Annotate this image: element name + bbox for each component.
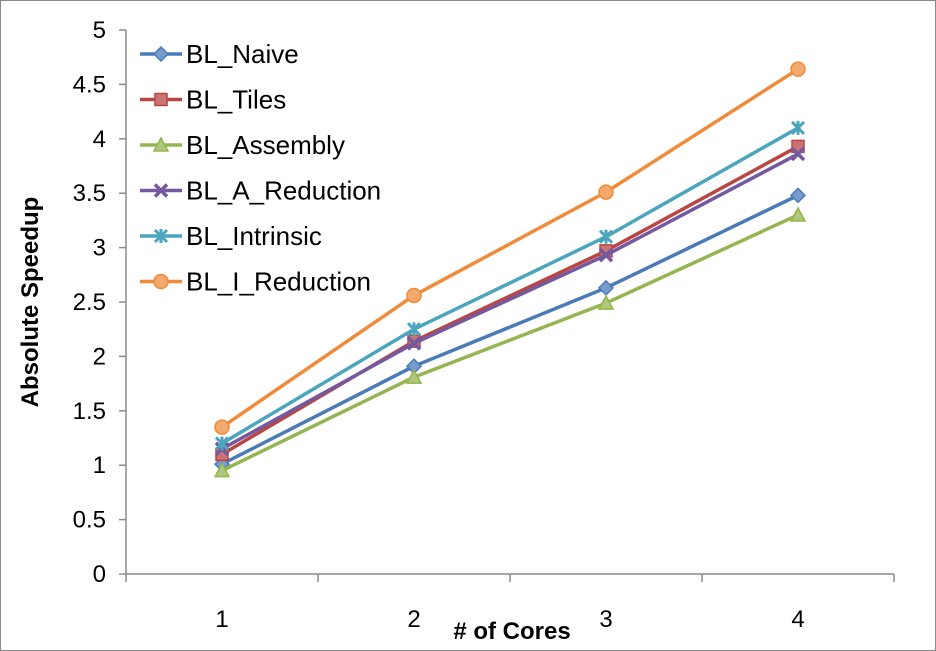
series-line xyxy=(221,213,799,473)
legend-item: BL_Tiles xyxy=(140,85,286,115)
data-point xyxy=(597,294,615,310)
legend-item: BL_A_Reduction xyxy=(140,176,381,206)
legend-label: BL_I_Reduction xyxy=(186,267,371,297)
legend-marker xyxy=(153,183,169,198)
legend-marker xyxy=(153,228,169,244)
data-point xyxy=(790,61,806,77)
series-bl-i-reduction xyxy=(214,61,806,435)
data-point xyxy=(406,287,422,304)
x-axis-title: # of Cores xyxy=(453,618,570,645)
series-bl-intrinsic xyxy=(214,120,806,451)
legend-item: BL_Intrinsic xyxy=(140,221,322,251)
data-point xyxy=(405,368,423,384)
y-tick-label: 1 xyxy=(93,452,106,479)
legend-marker xyxy=(152,136,170,152)
data-point xyxy=(598,247,614,263)
data-point xyxy=(598,184,614,200)
y-tick-label: 4 xyxy=(93,126,106,153)
x-tick-label: 2 xyxy=(407,606,420,633)
legend-marker xyxy=(153,273,169,290)
data-point xyxy=(598,229,614,244)
data-point xyxy=(213,462,231,478)
data-point xyxy=(789,187,807,204)
y-tick-label: 2.5 xyxy=(73,289,106,316)
x-tick-label: 1 xyxy=(215,606,228,633)
series-bl-naive xyxy=(213,187,807,473)
series-line xyxy=(221,152,799,451)
data-point xyxy=(789,206,807,222)
data-point xyxy=(790,120,806,135)
legend-item: BL_Assembly xyxy=(140,130,345,160)
x-tick-label: 3 xyxy=(599,606,612,633)
y-tick-label: 2 xyxy=(93,343,106,370)
y-tick-label: 1.5 xyxy=(73,398,106,425)
series-line xyxy=(221,193,799,466)
legend-label: BL_Tiles xyxy=(186,85,286,115)
y-tick-label: 5 xyxy=(93,17,106,44)
data-point xyxy=(406,322,422,337)
legend-label: BL_A_Reduction xyxy=(186,176,381,206)
y-tick-label: 3.5 xyxy=(73,180,106,207)
legend-marker xyxy=(152,45,170,63)
data-point xyxy=(214,419,230,435)
axes: 0 0.5 1 1.5 2 2.5 3 3.5 4 4.5 5 1 2 3 4 xyxy=(73,17,895,633)
series-line xyxy=(221,67,799,429)
y-tick-label: 0 xyxy=(93,561,106,588)
y-axis-title: Absolute Speedup xyxy=(17,197,44,408)
x-tick-label: 4 xyxy=(791,606,804,633)
legend-label: BL_Naive xyxy=(186,39,299,69)
data-point xyxy=(790,146,806,162)
data-point xyxy=(597,279,615,296)
legend-item: BL_I_Reduction xyxy=(140,267,371,297)
legend-item: BL_Naive xyxy=(140,39,299,69)
y-tick-label: 0.5 xyxy=(73,507,106,534)
series-lines xyxy=(213,61,807,478)
series-bl-assembly xyxy=(213,206,807,478)
legend-marker xyxy=(154,92,168,107)
y-tick-label: 3 xyxy=(93,235,106,262)
legend-label: BL_Assembly xyxy=(186,130,345,160)
data-point xyxy=(406,336,422,351)
data-point xyxy=(214,436,230,451)
legend: BL_Naive BL_Tiles BL_Assembly BL_A_Reductio… xyxy=(140,39,381,297)
legend-label: BL_Intrinsic xyxy=(186,221,322,251)
series-line xyxy=(221,126,799,445)
y-tick-label: 4.5 xyxy=(73,71,106,98)
series-bl-a-reduction xyxy=(214,146,806,457)
